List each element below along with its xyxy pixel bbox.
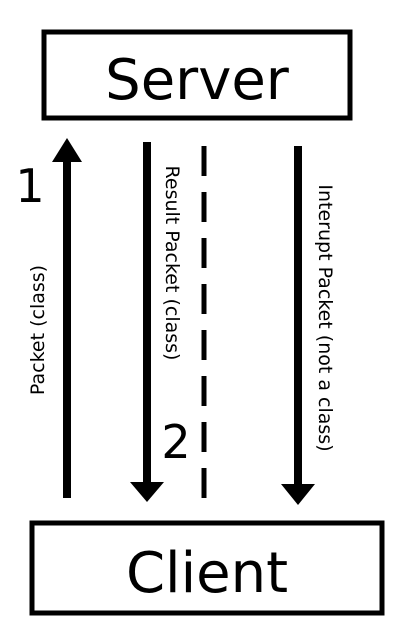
client-label: Client [126,541,288,606]
server-node: Server [41,29,353,121]
step-2-number: 2 [161,415,190,469]
client-node: Client [29,520,385,616]
step-1-number: 1 [15,159,44,213]
server-box [41,29,353,121]
interrupt-packet-label: Interupt Packet (not a class) [314,184,336,451]
result-packet-arrow: Result Packet (class) 2 [130,142,191,502]
interrupt-packet-arrow: Interupt Packet (not a class) [281,146,336,505]
server-label: Server [105,48,290,113]
client-box [29,520,385,616]
result-packet-label: Result Packet (class) [161,166,183,361]
packet-arrow: 1 Packet (class) [15,138,82,498]
result-packet-arrow-head [130,482,164,502]
interrupt-packet-arrow-head [281,484,315,505]
packet-label: Packet (class) [27,265,49,395]
packet-arrow-head [52,138,82,162]
